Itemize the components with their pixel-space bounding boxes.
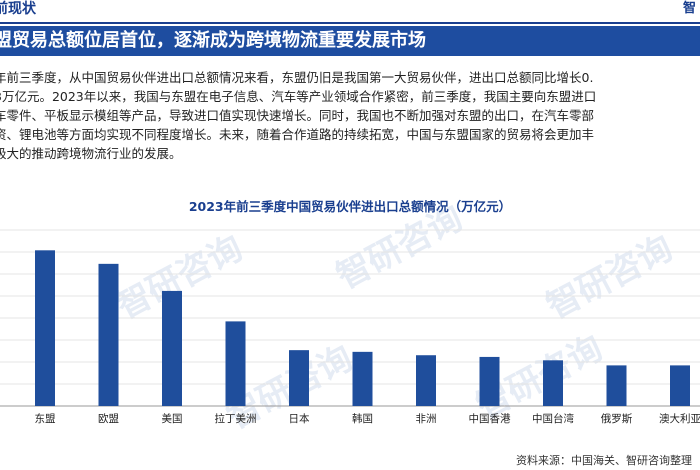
bar-layer xyxy=(35,250,690,406)
paragraph-line: 3万亿元。2023年以来，我国与东盟在电子信息、汽车等产业领域合作紧密，前三季度… xyxy=(0,89,597,104)
chart-title: 2023年前三季度中国贸易伙伴进出口总额情况（万亿元） xyxy=(188,199,512,214)
bar-8 xyxy=(479,356,500,406)
x-tick-label: 美国 xyxy=(162,412,183,425)
x-tick-label: 日本 xyxy=(289,412,310,425)
bar-4 xyxy=(225,321,246,406)
bar-9 xyxy=(543,360,563,406)
body-paragraph: 年前三季度，从中国贸易伙伴进出口总额情况来看，东盟仍旧是我国第一大贸易伙伴，进出… xyxy=(0,68,700,163)
label-layer: 东盟 欧盟 美国 拉丁美洲 日本 韩国 非洲 中国香港 中国台湾 俄罗斯 澳大利亚 xyxy=(35,412,700,425)
x-tick-label: 东盟 xyxy=(35,412,56,425)
paragraph-line: 年前三季度，从中国贸易伙伴进出口总额情况来看，东盟仍旧是我国第一大贸易伙伴，进出… xyxy=(0,70,594,85)
x-tick-label: 韩国 xyxy=(352,412,373,425)
x-tick-label: 欧盟 xyxy=(98,413,119,425)
paragraph-line: 资、锂电池等方面均实现不同程度增长。未来，随着合作道路的持续拓宽，中国与东盟国家… xyxy=(0,127,595,142)
paragraph-line: 车零件、平板显示模组等产品，导致进口值实现快速增长。同时，我国也不断加强对东盟的… xyxy=(0,108,595,123)
bar-3 xyxy=(162,290,182,406)
bar-7 xyxy=(416,355,436,406)
bar-6 xyxy=(352,351,373,406)
section-heading: 盟贸易总额位居首位，逐渐成为跨境物流重要发展市场 xyxy=(0,30,426,51)
source-note: 资料来源：中国海关、智研咨询整理 xyxy=(516,454,692,467)
bar-11 xyxy=(670,365,690,406)
bar-1 xyxy=(35,250,55,406)
section-heading-bar: 盟贸易总额位居首位，逐渐成为跨境物流重要发展市场 xyxy=(0,26,700,56)
bar-chart: 东盟 欧盟 美国 拉丁美洲 日本 韩国 非洲 中国香港 中国台湾 俄罗斯 澳大利亚 xyxy=(0,229,700,425)
section-title: 前现状 xyxy=(0,1,36,17)
bar-5 xyxy=(289,350,309,406)
bar-2 xyxy=(98,263,119,406)
x-tick-label: 中国台湾 xyxy=(532,412,574,425)
brand-logo: 智 xyxy=(682,1,696,16)
x-tick-label: 拉丁美洲 xyxy=(215,412,257,425)
x-tick-label: 中国香港 xyxy=(469,412,511,425)
x-tick-label: 俄罗斯 xyxy=(601,412,633,425)
x-tick-label: 澳大利亚 xyxy=(659,412,700,425)
x-tick-label: 非洲 xyxy=(416,413,437,425)
paragraph-line: 极大的推动跨境物流行业的发展。 xyxy=(0,146,182,161)
top-bar: 前现状 智 xyxy=(0,0,700,24)
bar-10 xyxy=(606,365,627,406)
